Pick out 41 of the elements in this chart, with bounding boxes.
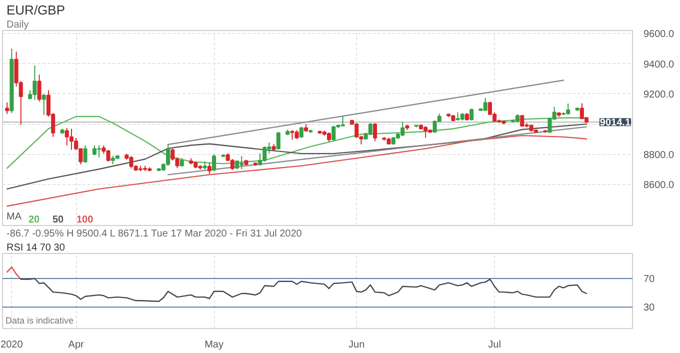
candlestick <box>368 122 372 136</box>
chart-title: EUR/GBP <box>6 2 66 18</box>
legend-title: MA <box>6 212 22 222</box>
y-tick-label: 8800.0 <box>644 150 675 161</box>
y-tick-label: 9400.0 <box>644 59 675 70</box>
candlestick <box>37 74 42 102</box>
annotation: Data is indicative <box>6 316 74 326</box>
candlestick <box>207 162 212 174</box>
text: 100 <box>76 214 94 226</box>
candlestick <box>372 122 377 142</box>
x-tick-label: May <box>204 340 224 350</box>
y-tick-label: 30 <box>644 302 656 314</box>
line-series <box>6 116 588 169</box>
text: 20 <box>28 214 40 226</box>
candlestick <box>332 126 336 142</box>
candlestick <box>230 158 234 170</box>
x-tick-label: Apr <box>68 340 85 350</box>
line-series <box>6 134 588 207</box>
line-series <box>6 266 22 280</box>
candlestick <box>276 132 280 150</box>
line-series <box>6 123 588 190</box>
candlestick <box>212 154 216 172</box>
y-tick-label: 9200.0 <box>644 89 675 100</box>
candlestick <box>299 126 304 138</box>
y-tick-label: 9600.0 <box>644 29 675 40</box>
candlestick <box>326 132 332 142</box>
line-series <box>20 278 588 302</box>
y-tick-label: 8600.0 <box>644 180 675 192</box>
y-tick-label: 70 <box>644 274 656 285</box>
text: 50 <box>52 214 64 226</box>
chart-title: RSI 14 70 30 <box>6 242 66 254</box>
candlestick <box>42 93 46 116</box>
text: -86.7 -0.95% H 9500.4 L 8671.1 Tue 17 Mar 2020 - Fri 31 Jul 2020 <box>6 228 302 240</box>
candlestick <box>470 108 474 121</box>
candlestick <box>5 102 10 114</box>
ref-line-label: 9014.1 <box>600 118 631 129</box>
chart-subtitle: Daily <box>6 20 29 30</box>
candlestick <box>83 144 88 164</box>
x-tick-label: Jun <box>348 340 365 350</box>
x-tick-label: Jul <box>488 340 501 350</box>
x-tick-label: 2020 <box>0 340 24 350</box>
